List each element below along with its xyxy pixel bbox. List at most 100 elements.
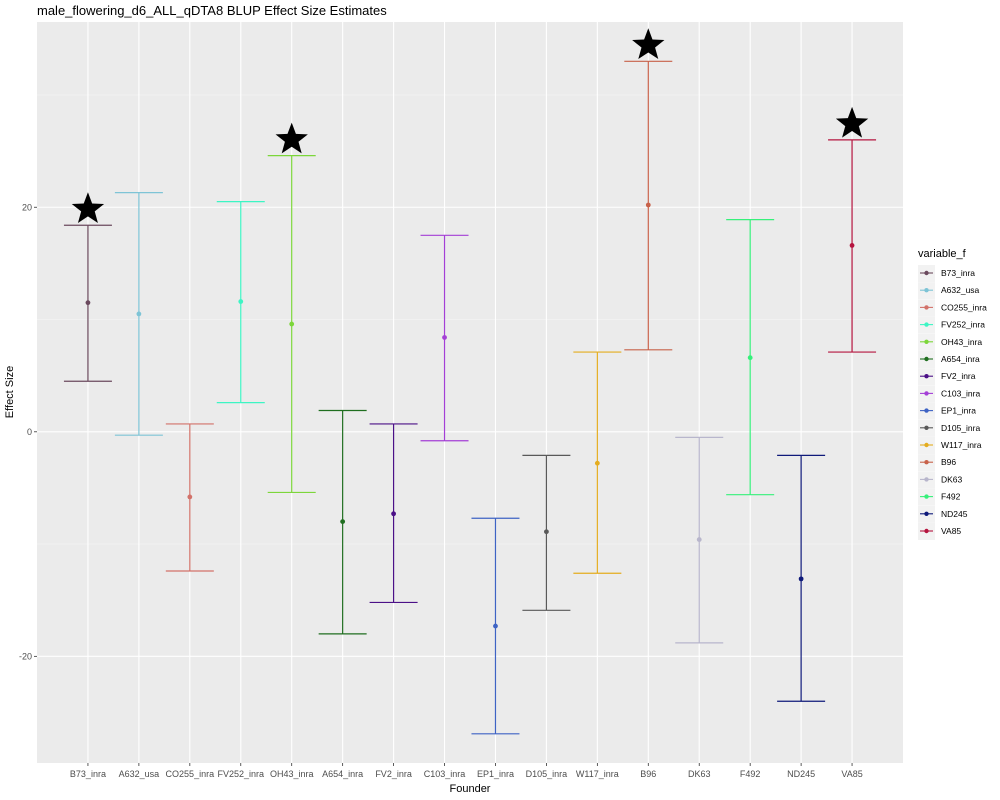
estimate-point [289,321,295,327]
legend-label: B96 [941,457,956,467]
error-bar-w117-inra [573,351,622,574]
legend-item: FV2_inra [918,368,976,386]
legend-label: OH43_inra [941,337,982,347]
legend-label: F492 [941,492,961,502]
x-tick-label: F492 [740,769,761,779]
legend-key-point [924,442,929,448]
x-tick-label: OH43_inra [270,769,314,779]
x-tick-label: D105_inra [526,769,568,779]
legend-item: VA85 [918,523,961,540]
legend-item: A654_inra [918,351,980,368]
error-bar-fv2-inra [369,423,418,604]
error-bar-va85 [828,106,877,353]
error-bar-co255-inra [165,423,214,572]
legend-key-point [924,339,929,344]
legend-item: W117_inra [918,437,982,454]
x-tick-label: A654_inra [322,769,363,779]
legend-label: CO255_inra [941,302,987,312]
estimate-point [442,335,447,340]
estimate-point [747,355,753,361]
estimate-point [136,311,142,317]
estimate-point [238,299,244,304]
error-bar-oh43-inra [267,122,316,494]
legend-label: B73_inra [941,268,975,278]
legend-label: W117_inra [941,440,982,450]
legend-title: variable_f [918,248,967,260]
legend-key-point [924,374,929,379]
error-bar-c103-inra [420,234,469,442]
y-tick-label: -20 [19,651,32,661]
x-tick-label: B96 [640,769,656,779]
legend-key-point [924,288,929,293]
legend-key-point [924,305,929,310]
legend-key-point [924,494,929,499]
error-bar-d105-inra [522,454,571,611]
estimate-point [594,460,600,466]
legend-label: A632_usa [941,285,980,295]
y-tick-label: 20 [22,202,32,212]
legend-label: VA85 [941,526,961,536]
error-bar-b73-inra [63,192,112,382]
legend-key-point [924,477,929,482]
estimate-point [849,243,855,248]
legend-key-point [924,322,929,327]
x-tick-label: A632_usa [119,769,160,779]
legend-label: D105_inra [941,423,980,433]
estimate-point [85,300,91,306]
legend-label: EP1_inra [941,406,976,416]
legend-label: ND245 [941,509,968,519]
x-tick-label: CO255_inra [166,769,215,779]
significance-star-icon [71,192,105,223]
x-tick-label: FV252_inra [217,769,264,779]
chart-title: male_flowering_d6_ALL_qDTA8 BLUP Effect … [37,3,387,18]
estimate-point [798,576,804,582]
legend-label: FV2_inra [941,371,976,381]
x-tick-label: DK63 [688,769,711,779]
x-axis-title: Founder [450,783,491,795]
error-bar-a632-usa [114,192,163,436]
legend-key-point [924,528,929,534]
error-bar-ep1-inra [471,517,520,735]
error-bar-fv252-inra [216,201,265,404]
estimate-point [340,519,346,525]
legend-label: A654_inra [941,354,980,364]
x-tick-label: C103_inra [424,769,466,779]
x-tick-label: EP1_inra [477,769,514,779]
legend-item: B96 [918,454,956,472]
legend-label: DK63 [941,474,963,484]
estimate-point [696,537,702,542]
error-bars [63,28,877,735]
y-axis: -20 0 20 [19,202,37,661]
x-tick-label: FV2_inra [375,769,412,779]
legend: variable_f B73_inra A632_usa CO255_inra FV2… [918,248,987,540]
x-tick-label: W117_inra [576,769,619,779]
estimate-point [645,202,651,208]
legend-item: OH43_inra [918,333,982,351]
legend-key-point [924,270,929,276]
legend-item: F492 [918,488,961,506]
legend-item: B73_inra [918,265,975,282]
legend-key-point [924,511,929,516]
legend-key-point [924,460,929,465]
legend-label: C103_inra [941,388,980,398]
error-bar-dk63 [675,436,724,644]
error-bar-nd245 [777,454,826,702]
x-axis: B73_inra A632_usa CO255_inra FV252_inra OH43… [70,763,863,779]
x-tick-label: VA85 [841,769,862,779]
legend-item: D105_inra [918,419,980,437]
significance-star-icon [835,106,869,138]
error-bar-a654-inra [318,409,367,635]
y-tick-label: 0 [27,427,32,437]
estimate-point [544,529,549,535]
error-bar-b96 [624,28,673,351]
y-axis-title: Effect Size [4,366,16,418]
significance-star-icon [632,28,665,60]
plot-panel [37,22,903,763]
estimate-point [187,494,193,500]
legend-key-point [924,356,929,362]
legend-label: FV252_inra [941,320,985,330]
legend-item: DK63 [918,471,963,489]
legend-item: FV252_inra [918,316,985,334]
legend-key-point [924,408,929,413]
